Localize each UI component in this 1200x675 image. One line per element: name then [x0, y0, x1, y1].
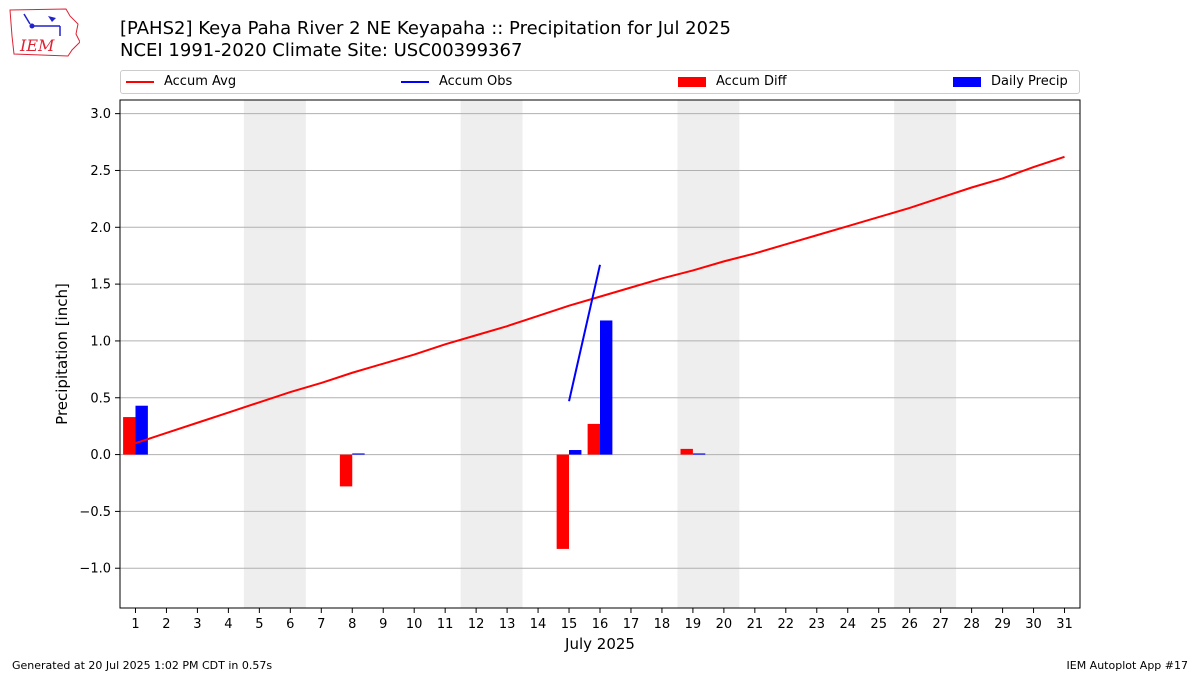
- logo-text: IEM: [19, 36, 55, 55]
- y-tick-label-5: 1.5: [90, 278, 111, 293]
- legend: Accum Avg Accum Obs Accum Diff Daily Pre…: [120, 70, 1080, 94]
- x-tick-label-31: 31: [1056, 617, 1073, 632]
- x-tick-label-24: 24: [839, 617, 856, 632]
- x-axis-label: July 2025: [564, 635, 635, 653]
- iem-logo: IEM: [8, 6, 81, 62]
- weekend-band-2: [677, 100, 740, 608]
- x-tick-label-27: 27: [932, 617, 949, 632]
- daily-bar-day-1: [135, 405, 148, 455]
- diff-bar-day-1: [123, 417, 136, 455]
- daily-bar-day-15: [569, 450, 582, 455]
- legend-swatch-accum-avg: [126, 80, 154, 83]
- y-tick-label-1: −0.5: [79, 505, 111, 520]
- weekend-band-3: [894, 100, 957, 608]
- y-tick-label-2: 0.0: [90, 448, 111, 463]
- y-tick-label-8: 3.0: [90, 107, 111, 122]
- x-tick-label-11: 11: [437, 617, 454, 632]
- legend-label-accum-diff: Accum Diff: [716, 74, 787, 89]
- accum-avg-line: [135, 155, 1065, 445]
- chart-subtitle: NCEI 1991-2020 Climate Site: USC00399367: [120, 40, 523, 61]
- diff-bar-day-16: [587, 423, 600, 455]
- legend-label-accum-avg: Accum Avg: [164, 74, 237, 89]
- diff-bar-day-15: [556, 454, 570, 549]
- y-axis: −1.0 −0.5 0.0 0.5 1.0 1.5 2.0 2.5 3.0: [79, 107, 120, 577]
- x-tick-label-12: 12: [468, 617, 485, 632]
- legend-item-accum-diff: Accum Diff: [678, 74, 787, 89]
- diff-bar-day-19: [680, 448, 693, 455]
- y-tick-label-0: −1.0: [79, 562, 111, 577]
- legend-item-daily-precip: Daily Precip: [953, 74, 1068, 89]
- x-tick-label-6: 6: [286, 617, 294, 632]
- y-tick-label-6: 2.0: [90, 221, 111, 236]
- x-tick-label-28: 28: [963, 617, 980, 632]
- daily-bar-day-16: [600, 320, 613, 455]
- x-tick-label-3: 3: [193, 617, 201, 632]
- x-tick-label-5: 5: [255, 617, 263, 632]
- accum-obs-line: [568, 264, 601, 402]
- y-axis-label: Precipitation [inch]: [53, 283, 71, 425]
- x-tick-label-23: 23: [809, 617, 826, 632]
- x-tick-label-30: 30: [1025, 617, 1042, 632]
- x-tick-label-7: 7: [317, 617, 325, 632]
- x-tick-label-16: 16: [592, 617, 609, 632]
- legend-label-daily-precip: Daily Precip: [991, 74, 1068, 89]
- chart-title: [PAHS2] Keya Paha River 2 NE Keyapaha ::…: [120, 18, 731, 39]
- weekend-band-1: [460, 100, 523, 608]
- x-tick-label-19: 19: [685, 617, 702, 632]
- x-tick-label-10: 10: [406, 617, 423, 632]
- x-tick-label-20: 20: [716, 617, 733, 632]
- weekend-bands: [243, 100, 957, 608]
- x-tick-label-18: 18: [654, 617, 671, 632]
- legend-swatch-accum-obs: [401, 80, 429, 83]
- legend-item-accum-obs: Accum Obs: [401, 74, 512, 89]
- x-axis: 1 2 3 4 5 6 7 8 9 10 11 12 13 14 15 16 17 18 19 20 21 22 23 24 2…: [131, 608, 1073, 632]
- x-tick-label-14: 14: [530, 617, 547, 632]
- x-tick-label-2: 2: [162, 617, 170, 632]
- y-tick-label-7: 2.5: [90, 164, 111, 179]
- daily-bar-day-19: [692, 453, 706, 455]
- x-tick-label-22: 22: [778, 617, 795, 632]
- x-tick-label-9: 9: [379, 617, 387, 632]
- bars-layer: [123, 320, 706, 549]
- x-tick-label-26: 26: [901, 617, 918, 632]
- x-tick-label-4: 4: [224, 617, 232, 632]
- y-tick-label-4: 1.0: [90, 334, 111, 349]
- diff-bar-day-8: [339, 454, 353, 487]
- footer-generated: Generated at 20 Jul 2025 1:02 PM CDT in …: [12, 659, 273, 672]
- x-tick-label-25: 25: [870, 617, 887, 632]
- legend-swatch-daily-precip: [953, 76, 981, 87]
- lines-layer: [135, 155, 1065, 445]
- x-tick-label-29: 29: [994, 617, 1011, 632]
- legend-label-accum-obs: Accum Obs: [439, 74, 513, 89]
- x-tick-label-1: 1: [131, 617, 139, 632]
- x-tick-label-17: 17: [623, 617, 640, 632]
- weekend-band-0: [243, 100, 306, 608]
- x-tick-label-15: 15: [561, 617, 578, 632]
- x-tick-label-21: 21: [747, 617, 764, 632]
- x-tick-label-13: 13: [499, 617, 516, 632]
- daily-bar-day-8: [352, 453, 365, 455]
- legend-item-accum-avg: Accum Avg: [126, 74, 236, 89]
- footer-app: IEM Autoplot App #17: [1066, 659, 1189, 672]
- x-tick-label-8: 8: [348, 617, 356, 632]
- y-tick-label-3: 0.5: [90, 391, 111, 406]
- legend-swatch-accum-diff: [678, 76, 706, 87]
